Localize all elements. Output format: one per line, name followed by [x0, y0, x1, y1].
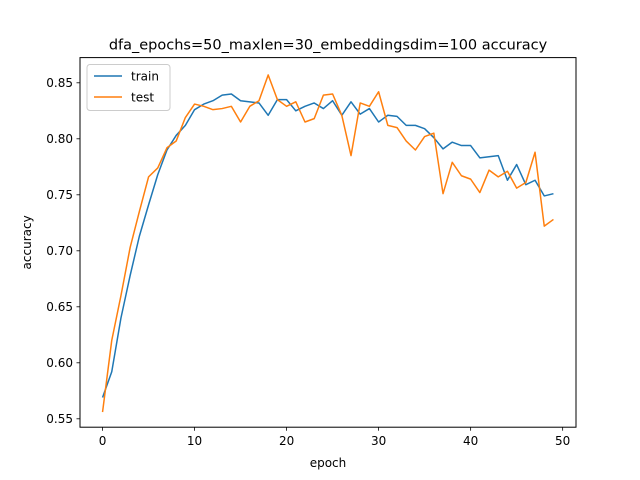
- x-tick-label: 40: [463, 434, 478, 448]
- x-tick-label: 0: [99, 434, 107, 448]
- chart-title: dfa_epochs=50_maxlen=30_embeddingsdim=10…: [109, 38, 548, 54]
- x-axis-label: epoch: [310, 456, 347, 470]
- x-tick-label: 10: [187, 434, 202, 448]
- legend-label-train: train: [131, 70, 159, 84]
- y-tick-label: 0.55: [46, 412, 73, 426]
- plot-area-frame: [79, 57, 577, 428]
- x-tick-label: 30: [371, 434, 386, 448]
- y-tick-label: 0.85: [46, 76, 73, 90]
- y-axis-label: accuracy: [20, 215, 34, 269]
- series-line-test: [101, 74, 554, 413]
- y-tick-label: 0.60: [46, 356, 73, 370]
- y-tick-label: 0.75: [46, 188, 73, 202]
- series-group: [101, 74, 554, 413]
- legend-label-test: test: [131, 91, 154, 105]
- y-tick-label: 0.65: [46, 300, 73, 314]
- x-tick-label: 50: [555, 434, 570, 448]
- y-tick-label: 0.80: [46, 132, 73, 146]
- x-axis: 0 10 20 30 40 50: [99, 427, 570, 448]
- series-line-train: [101, 93, 554, 398]
- legend: train test: [86, 64, 171, 111]
- y-tick-label: 0.70: [46, 244, 73, 258]
- y-axis: 0.55 0.60 0.65 0.70 0.75 0.80 0.85: [46, 76, 80, 426]
- x-tick-label: 20: [279, 434, 294, 448]
